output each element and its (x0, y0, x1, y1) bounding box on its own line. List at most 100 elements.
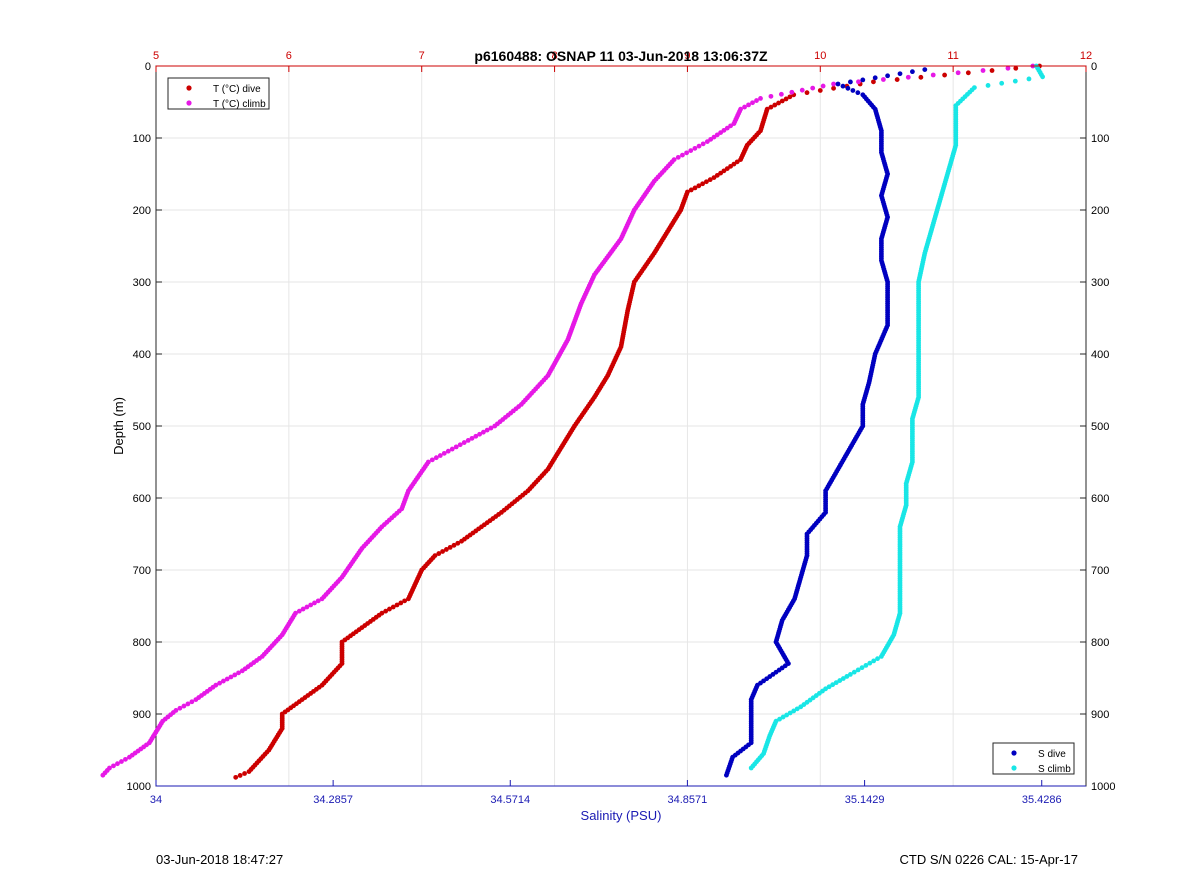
data-point (955, 70, 961, 76)
data-point (791, 708, 797, 714)
data-point (480, 429, 486, 435)
data-point (398, 600, 404, 606)
data-point (469, 435, 475, 441)
y-tick-label-right: 900 (1091, 709, 1109, 721)
data-point (675, 154, 681, 160)
data-point (239, 668, 245, 674)
data-point (831, 81, 836, 87)
data-point (779, 98, 785, 104)
data-point (777, 716, 782, 722)
data-point (851, 669, 857, 675)
data-point (910, 69, 915, 75)
data-point (754, 98, 759, 103)
legend-marker (1011, 750, 1017, 756)
y-tick-label: 1000 (127, 781, 151, 793)
x-top-tick-label: 5 (153, 50, 159, 62)
data-point (784, 712, 790, 718)
data-point (455, 540, 461, 546)
data-point (459, 538, 464, 544)
data-point (688, 148, 694, 154)
data-point (848, 672, 853, 677)
data-point (778, 91, 784, 97)
x-top-tick-label: 9 (684, 50, 690, 62)
data-point (700, 181, 706, 187)
data-point (246, 769, 252, 774)
data-point (840, 83, 846, 89)
x-axis-bottom-label: Salinity (PSU) (581, 808, 662, 823)
data-point (848, 79, 853, 85)
data-point (692, 185, 698, 191)
data-point (1012, 78, 1018, 84)
data-point (789, 89, 795, 95)
data-point (860, 77, 866, 83)
data-point (704, 179, 709, 185)
y-tick-label: 700 (133, 565, 151, 577)
data-point (871, 79, 876, 85)
data-point (880, 77, 886, 82)
y-tick-label-right: 600 (1091, 493, 1109, 505)
data-point (798, 704, 804, 710)
data-point (835, 81, 841, 87)
data-point (855, 667, 861, 673)
data-point (451, 542, 457, 548)
data-point (830, 682, 836, 688)
data-point (394, 602, 400, 608)
legends: T (°C) dive T (°C) climb S dive S climb (167, 77, 1075, 775)
series-s-climb (748, 63, 1045, 771)
data-point (429, 457, 435, 463)
y-tick-label: 100 (133, 133, 151, 145)
data-point (440, 549, 445, 554)
data-point (810, 85, 816, 91)
series-s-dive (724, 67, 928, 778)
y-tick-label-right: 0 (1091, 61, 1097, 73)
data-point (457, 442, 463, 448)
data-point (831, 85, 836, 91)
data-point (127, 754, 132, 760)
data-point (217, 680, 222, 686)
y-tick-label: 500 (133, 421, 151, 433)
y-tick-label-right: 200 (1091, 205, 1109, 217)
data-point (922, 67, 928, 72)
legend-entry-label: T (°C) dive (213, 84, 261, 95)
data-point (704, 139, 710, 145)
data-point (750, 100, 755, 106)
y-tick-label-right: 700 (1091, 565, 1109, 577)
data-point (304, 604, 310, 610)
data-point (696, 143, 702, 149)
data-point (453, 444, 459, 450)
data-point (484, 427, 490, 433)
data-point (312, 600, 317, 606)
data-point (437, 453, 443, 458)
data-point (748, 765, 754, 771)
data-point (758, 96, 763, 101)
x-bottom-tick-label: 35.4286 (1022, 794, 1062, 806)
data-point (799, 87, 805, 93)
data-point (237, 773, 243, 778)
data-point (845, 85, 851, 91)
y-tick-label: 800 (133, 637, 151, 649)
data-point (772, 102, 778, 108)
data-point (443, 547, 449, 552)
x-top-tick-label: 11 (947, 50, 958, 62)
data-point (817, 88, 823, 93)
data-point (185, 701, 191, 707)
data-point (840, 676, 846, 681)
legend-temperature: T (°C) dive T (°C) climb (167, 77, 270, 110)
data-point (965, 70, 971, 76)
data-point (447, 544, 453, 550)
data-point (465, 438, 471, 443)
data-point (296, 608, 302, 614)
y-tick-label: 900 (133, 709, 151, 721)
data-point (232, 672, 238, 678)
axes: 0 0 100 100 200 200 300 300 400 400 500 500 600 600 70… (127, 50, 1116, 806)
data-point (894, 77, 900, 82)
data-point (863, 663, 869, 668)
x-top-tick-label: 10 (814, 50, 826, 62)
data-point (711, 175, 717, 181)
x-bottom-tick-label: 34.5714 (490, 794, 530, 806)
y-axis-label: Depth (m) (111, 397, 126, 455)
data-point (879, 654, 884, 659)
data-point (700, 141, 706, 147)
data-point (905, 74, 911, 80)
data-point (688, 187, 694, 193)
